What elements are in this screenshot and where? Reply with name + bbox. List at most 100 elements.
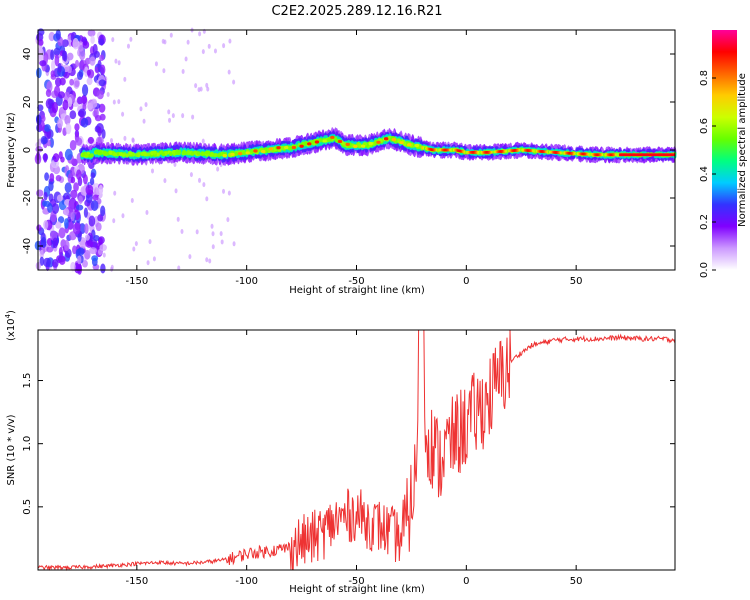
- heat-cell: [90, 172, 96, 179]
- heat-cell: [95, 222, 102, 232]
- heat-cell: [245, 151, 250, 155]
- heat-cell: [61, 50, 67, 61]
- heat-cell: [69, 78, 74, 86]
- heat-cell: [51, 203, 60, 214]
- heat-cell: [253, 149, 258, 153]
- heat-cell: [84, 153, 89, 158]
- heat-cell: [98, 79, 106, 87]
- heat-cell: [67, 65, 72, 74]
- heat-cell: [195, 229, 199, 235]
- heat-cell: [103, 151, 108, 156]
- heat-cell: [112, 99, 116, 105]
- heat-cell: [75, 137, 83, 146]
- snr-y-tick-label-0: 0.5: [22, 499, 33, 515]
- heat-cell: [134, 241, 138, 247]
- heat-cell: [230, 152, 235, 156]
- heat-cell: [99, 64, 106, 75]
- heat-cell: [41, 137, 49, 144]
- heat-cell: [198, 177, 202, 183]
- heat-cell: [39, 256, 45, 266]
- heat-cell: [104, 76, 108, 82]
- heat-cell: [100, 205, 106, 217]
- heat-cell: [64, 115, 71, 126]
- heat-cell: [141, 151, 145, 156]
- heat-cell: [205, 150, 209, 155]
- spectrogram-y-tick-label-1: -20: [22, 190, 33, 206]
- heat-cell: [227, 69, 231, 75]
- heat-cell: [40, 237, 47, 248]
- heat-cell: [184, 56, 188, 62]
- heat-cell: [303, 141, 308, 146]
- heat-cell: [63, 239, 70, 252]
- heat-cell: [74, 59, 79, 68]
- heat-cell: [186, 149, 191, 154]
- heat-cell: [151, 168, 155, 174]
- heat-cell: [194, 83, 198, 89]
- heat-cell: [49, 137, 54, 148]
- heat-cell: [61, 39, 69, 47]
- heat-cell: [90, 153, 94, 158]
- heat-cell: [66, 52, 74, 61]
- heat-cell: [85, 239, 94, 248]
- spectrogram-x-tick-label-1: -100: [235, 276, 258, 287]
- heat-cell: [152, 150, 157, 155]
- snr-x-tick-label-1: -100: [235, 576, 258, 587]
- heat-cell: [353, 144, 358, 148]
- heat-cell: [86, 69, 91, 76]
- heat-cell: [152, 256, 156, 262]
- snr-x-label: Height of straight line (km): [289, 584, 425, 595]
- heat-cell: [202, 182, 206, 188]
- heat-cell: [89, 177, 95, 186]
- heat-cell: [121, 153, 126, 158]
- heat-cell: [210, 223, 214, 229]
- heat-cell: [162, 68, 166, 74]
- heat-cell: [307, 142, 312, 146]
- heat-cell: [214, 153, 218, 158]
- heat-cell: [198, 31, 202, 37]
- heat-cell: [100, 263, 106, 274]
- heat-cell: [414, 143, 420, 148]
- heat-cell: [72, 245, 77, 255]
- heat-cell: [43, 257, 51, 268]
- heat-cell: [65, 123, 72, 135]
- heat-cell: [180, 228, 184, 234]
- heat-cell: [72, 38, 79, 50]
- heat-cell: [52, 153, 60, 163]
- heat-cell: [69, 139, 77, 151]
- heat-cell: [48, 193, 54, 202]
- heat-cell: [260, 149, 266, 154]
- heat-cell: [70, 261, 76, 272]
- heat-cell: [168, 152, 173, 157]
- heat-cell: [43, 219, 49, 230]
- heat-cell: [97, 126, 102, 137]
- heat-cell: [132, 246, 136, 252]
- heat-cell: [55, 174, 62, 182]
- heat-cell: [205, 82, 209, 88]
- heat-cell: [84, 234, 90, 241]
- heat-cell: [175, 151, 179, 156]
- snr-panel: -150 -100 -50 0 50 0.5 1.0 1.5 Height of straig…: [4, 310, 676, 595]
- heat-cell: [64, 218, 69, 229]
- heat-cell: [134, 153, 139, 158]
- heat-cell: [123, 76, 127, 82]
- heat-cell: [146, 152, 151, 157]
- heat-cell: [201, 151, 205, 156]
- heat-cell: [58, 246, 63, 257]
- heat-cell: [81, 260, 88, 268]
- heat-cell: [189, 172, 193, 178]
- heat-cell: [38, 39, 44, 46]
- heat-cell: [125, 153, 129, 158]
- heat-cell: [148, 239, 152, 245]
- heat-cell: [201, 138, 205, 144]
- heat-cell: [98, 184, 104, 195]
- spectrogram-heatmap: [34, 27, 677, 275]
- heat-cell: [46, 246, 54, 253]
- heat-cell: [197, 87, 201, 93]
- heat-cell: [299, 144, 304, 148]
- heat-cell: [57, 216, 65, 224]
- heat-cell: [288, 146, 293, 151]
- heat-cell: [102, 252, 106, 258]
- heat-cell: [45, 98, 54, 109]
- heat-cell: [90, 200, 99, 211]
